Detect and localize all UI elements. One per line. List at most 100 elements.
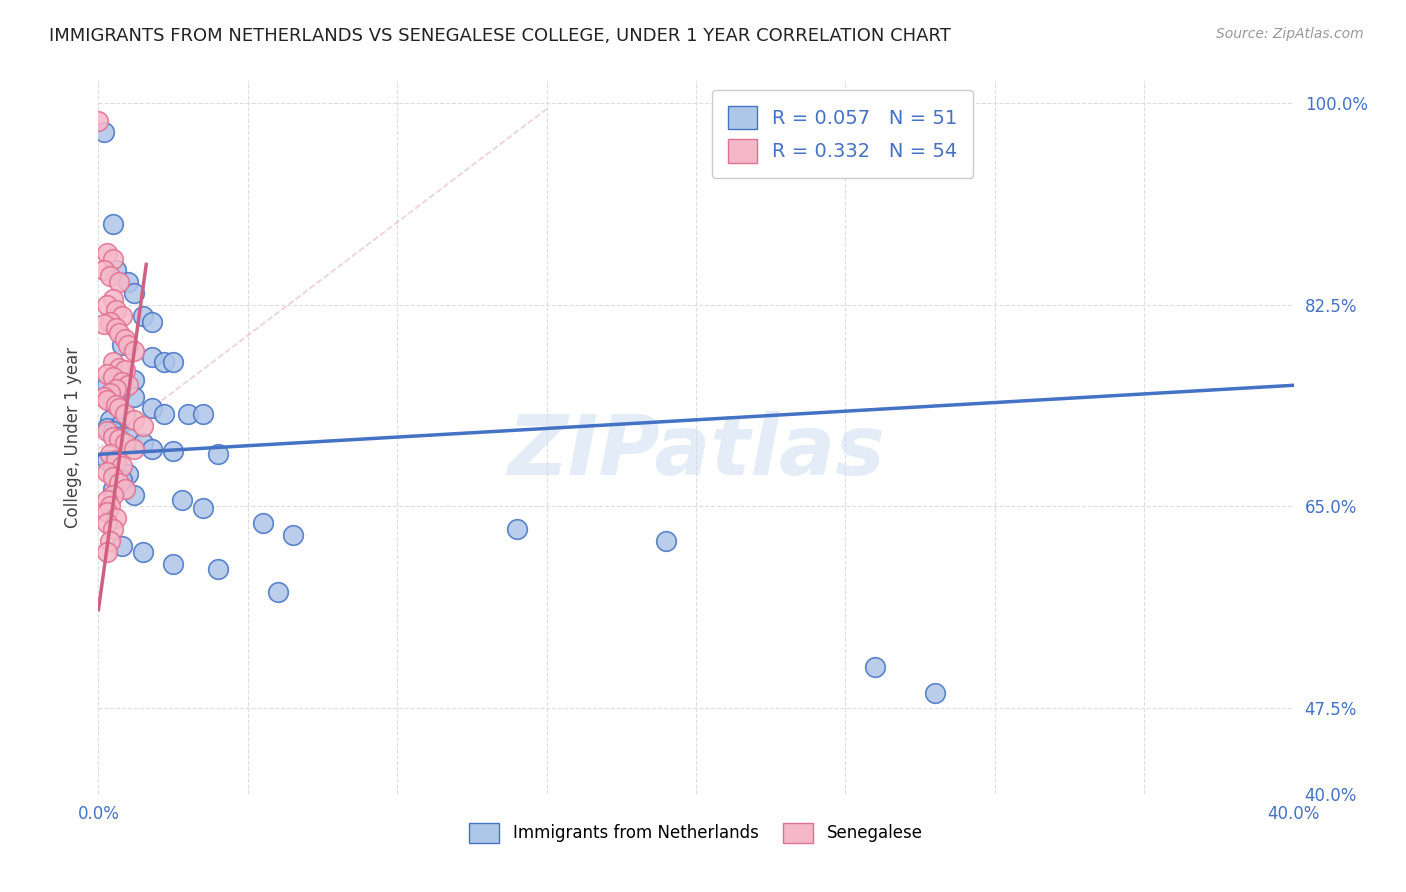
Point <box>108 430 131 444</box>
Point <box>103 425 125 439</box>
Point <box>124 343 146 358</box>
Point <box>103 522 125 536</box>
Point <box>105 378 128 392</box>
Point <box>111 473 134 487</box>
Point <box>162 443 184 458</box>
Point <box>108 275 131 289</box>
Point <box>124 413 146 427</box>
Point <box>105 398 128 412</box>
Point <box>655 533 678 548</box>
Point <box>924 685 946 699</box>
Y-axis label: College, Under 1 year: College, Under 1 year <box>63 346 82 528</box>
Point <box>114 363 136 377</box>
Point <box>111 540 134 554</box>
Point <box>108 476 131 491</box>
Point <box>108 401 131 416</box>
Point <box>98 315 122 329</box>
Point <box>114 332 136 346</box>
Point <box>96 425 118 439</box>
Point <box>141 315 163 329</box>
Point <box>108 361 131 376</box>
Legend: Immigrants from Netherlands, Senegalese: Immigrants from Netherlands, Senegalese <box>463 816 929 850</box>
Point <box>103 370 125 384</box>
Point <box>132 545 155 559</box>
Point <box>506 522 529 536</box>
Point <box>117 467 139 481</box>
Point <box>93 390 115 404</box>
Point <box>111 375 134 389</box>
Point <box>96 505 118 519</box>
Point <box>252 516 274 531</box>
Point <box>98 386 122 401</box>
Point <box>103 292 125 306</box>
Point <box>124 488 146 502</box>
Point <box>98 413 122 427</box>
Point <box>98 533 122 548</box>
Point <box>103 430 125 444</box>
Point <box>98 499 122 513</box>
Text: Source: ZipAtlas.com: Source: ZipAtlas.com <box>1216 27 1364 41</box>
Point <box>103 355 125 369</box>
Point <box>105 320 128 334</box>
Point <box>124 390 146 404</box>
Point <box>96 493 118 508</box>
Point <box>96 421 118 435</box>
Point <box>105 453 128 467</box>
Point <box>98 268 122 283</box>
Point <box>191 501 214 516</box>
Point <box>207 447 229 461</box>
Point <box>103 482 125 496</box>
Point <box>281 528 304 542</box>
Point <box>108 418 131 433</box>
Point <box>111 458 134 473</box>
Text: ZIPatlas: ZIPatlas <box>508 411 884 491</box>
Point <box>103 458 125 473</box>
Point <box>96 453 118 467</box>
Point <box>103 395 125 409</box>
Point <box>108 326 131 341</box>
Point <box>191 407 214 421</box>
Point <box>96 298 118 312</box>
Point <box>105 382 128 396</box>
Point <box>162 355 184 369</box>
Point <box>114 407 136 421</box>
Point <box>117 378 139 392</box>
Point <box>98 447 122 461</box>
Point <box>96 246 118 260</box>
Point <box>111 384 134 398</box>
Point <box>103 252 125 266</box>
Point <box>96 516 118 531</box>
Point <box>141 442 163 456</box>
Point <box>153 407 176 421</box>
Point <box>172 493 194 508</box>
Point <box>117 430 139 444</box>
Point <box>108 433 131 447</box>
Point <box>153 355 176 369</box>
Point <box>96 367 118 381</box>
Point <box>111 338 134 352</box>
Point <box>105 510 128 524</box>
Point <box>96 545 118 559</box>
Point <box>177 407 200 421</box>
Point <box>124 442 146 456</box>
Point <box>93 318 115 332</box>
Point <box>267 585 290 599</box>
Point <box>132 418 155 433</box>
Point <box>114 482 136 496</box>
Text: IMMIGRANTS FROM NETHERLANDS VS SENEGALESE COLLEGE, UNDER 1 YEAR CORRELATION CHAR: IMMIGRANTS FROM NETHERLANDS VS SENEGALES… <box>49 27 950 45</box>
Point <box>105 303 128 318</box>
Point <box>114 435 136 450</box>
Point <box>103 217 125 231</box>
Point <box>117 275 139 289</box>
Point <box>132 310 155 324</box>
Point <box>87 113 110 128</box>
Point <box>207 562 229 576</box>
Point <box>162 557 184 571</box>
Point <box>93 125 115 139</box>
Point <box>103 488 125 502</box>
Point <box>865 660 887 674</box>
Point <box>96 465 118 479</box>
Point <box>96 393 118 408</box>
Point <box>132 435 155 450</box>
Point <box>103 470 125 484</box>
